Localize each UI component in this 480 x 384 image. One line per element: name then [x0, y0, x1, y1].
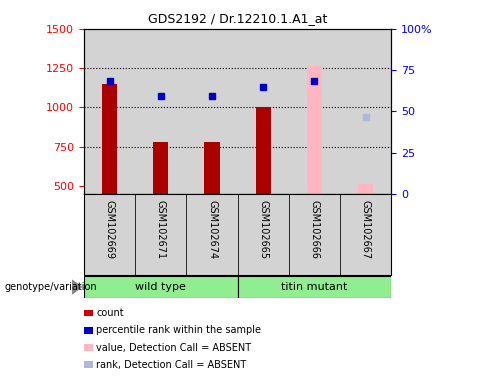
Bar	[238, 29, 289, 194]
Bar	[135, 194, 186, 275]
Bar	[340, 29, 391, 194]
Text: GSM102666: GSM102666	[310, 200, 319, 259]
Bar	[255, 107, 271, 194]
Bar	[289, 194, 340, 275]
Text: GSM102669: GSM102669	[105, 200, 115, 259]
Bar	[340, 194, 391, 275]
Bar	[204, 142, 220, 194]
Text: genotype/variation: genotype/variation	[5, 282, 97, 292]
Bar	[135, 29, 186, 194]
Text: titin mutant: titin mutant	[281, 282, 348, 292]
Polygon shape	[72, 280, 82, 294]
Text: GSM102665: GSM102665	[258, 200, 268, 260]
Text: GSM102674: GSM102674	[207, 200, 217, 260]
Bar	[102, 84, 117, 194]
Bar	[186, 194, 238, 275]
Bar	[307, 66, 322, 194]
Bar	[153, 142, 168, 194]
Bar	[238, 276, 391, 298]
Bar	[84, 194, 135, 275]
Bar	[289, 29, 340, 194]
Text: count: count	[96, 308, 124, 318]
Text: percentile rank within the sample: percentile rank within the sample	[96, 325, 262, 335]
Text: GSM102667: GSM102667	[360, 200, 371, 260]
Text: rank, Detection Call = ABSENT: rank, Detection Call = ABSENT	[96, 360, 247, 370]
Bar	[84, 29, 135, 194]
Text: wild type: wild type	[135, 282, 186, 292]
Bar	[358, 184, 373, 194]
Bar	[238, 194, 289, 275]
Text: value, Detection Call = ABSENT: value, Detection Call = ABSENT	[96, 343, 252, 353]
Bar	[186, 29, 238, 194]
Bar	[84, 276, 238, 298]
Title: GDS2192 / Dr.12210.1.A1_at: GDS2192 / Dr.12210.1.A1_at	[148, 12, 327, 25]
Text: GSM102671: GSM102671	[156, 200, 166, 260]
